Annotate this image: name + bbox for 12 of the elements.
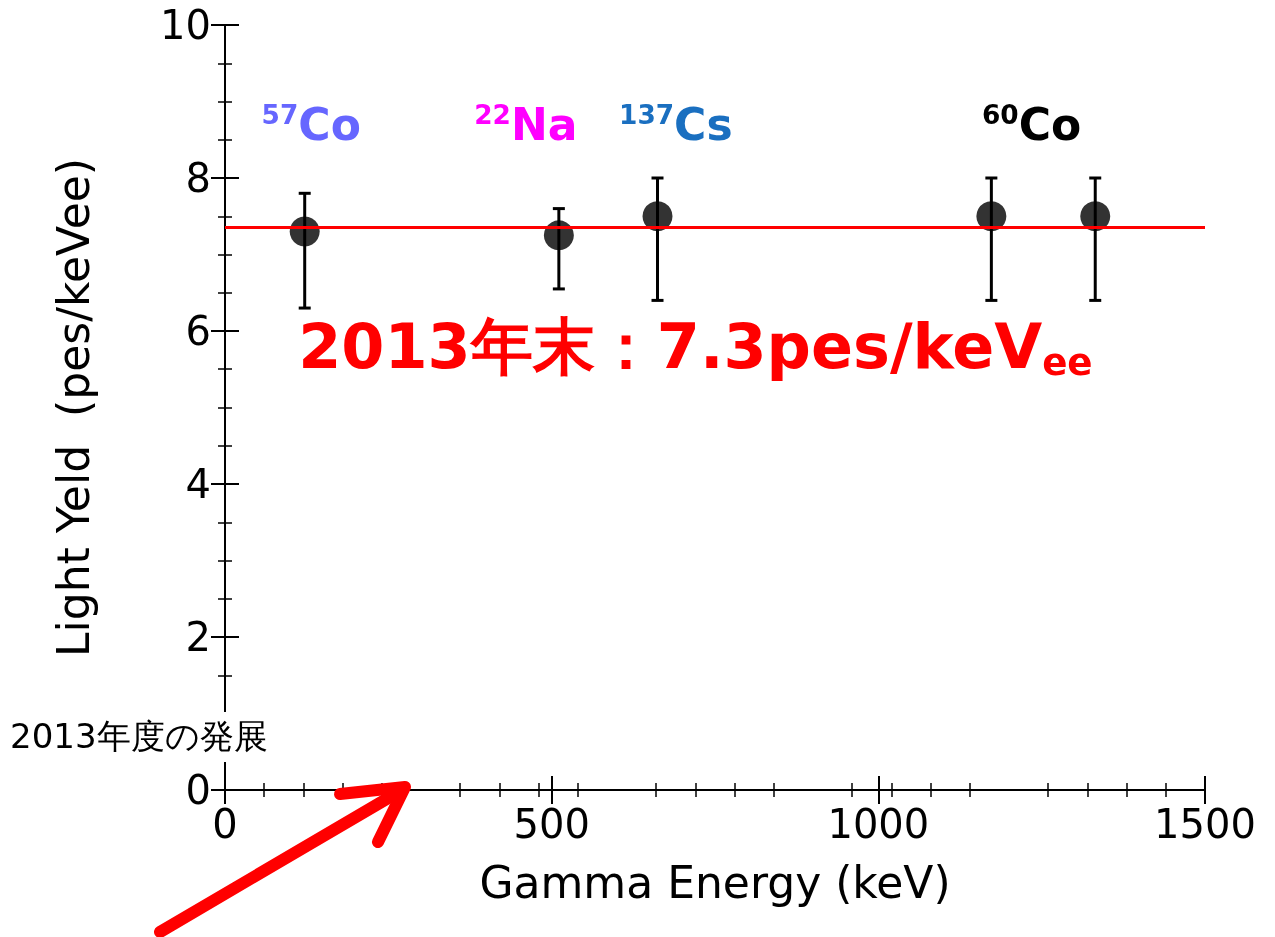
x-tick-label: 1500: [1154, 801, 1256, 847]
y-tick-label: 0: [185, 767, 211, 813]
y-tick-label: 10: [160, 2, 211, 48]
annotation: 2013年度の発展: [4, 712, 274, 762]
y-tick-label: 8: [185, 155, 211, 201]
y-tick-label: 6: [185, 308, 211, 354]
y-tick-label: 2: [185, 614, 211, 660]
y-axis-title: Light Yeld (pes/keVee): [47, 158, 99, 657]
y-tick-label: 4: [185, 461, 211, 507]
x-axis-title: Gamma Energy (keV): [479, 856, 951, 908]
x-tick-label: 1000: [827, 801, 930, 847]
x-tick-label: 500: [513, 801, 590, 847]
